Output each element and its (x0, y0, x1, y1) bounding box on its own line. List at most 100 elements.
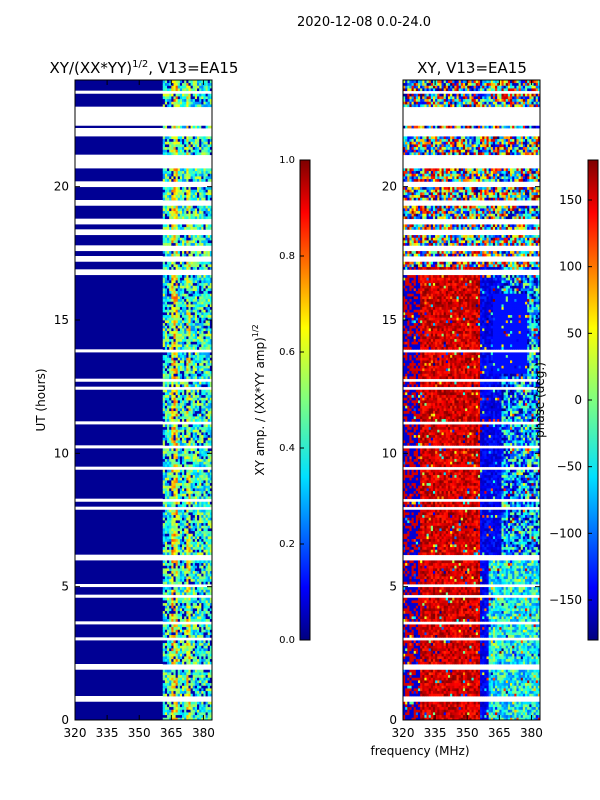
heatmap-cell (194, 365, 198, 369)
heatmap-cell (186, 197, 189, 201)
heatmap-cell (164, 461, 168, 465)
heatmap-cell (205, 189, 209, 193)
heatmap-cell (162, 138, 166, 142)
heatmap-cell (435, 714, 438, 718)
heatmap-cell (209, 301, 212, 305)
heatmap-cell (205, 578, 209, 582)
heatmap-cell (203, 573, 206, 577)
heatmap-cell (209, 400, 212, 404)
heatmap-cell (203, 216, 206, 220)
heatmap-cell (194, 680, 198, 684)
heatmap-cell (179, 261, 183, 265)
heatmap-cell (167, 309, 170, 313)
heatmap-cell (207, 674, 211, 678)
heatmap-cell (194, 328, 198, 332)
heatmap-cell (192, 592, 196, 596)
heatmap-cell (192, 408, 196, 412)
heatmap-cell (205, 360, 209, 364)
heatmap-cell (194, 434, 198, 438)
heatmap-cell (203, 189, 206, 193)
heatmap-cell (182, 538, 185, 542)
heatmap-cell (167, 602, 170, 606)
heatmap-cell (207, 317, 211, 321)
flagged-row (75, 445, 212, 449)
heatmap-cell (182, 266, 185, 270)
heatmap-cell (162, 141, 166, 145)
heatmap-cell (164, 701, 168, 705)
heatmap-cell (197, 690, 200, 694)
heatmap-cell (167, 144, 170, 148)
heatmap-cell (175, 144, 179, 148)
heatmap-cell (162, 429, 166, 433)
heatmap-cell (203, 197, 206, 201)
heatmap-cell (492, 712, 496, 716)
heatmap-cell (203, 610, 206, 614)
heatmap-cell (199, 325, 202, 329)
heatmap-cell (199, 672, 202, 676)
heatmap-cell (190, 242, 194, 246)
heatmap-cell (207, 224, 211, 228)
heatmap-cell (192, 104, 196, 108)
heatmap-cell (197, 629, 200, 633)
heatmap-cell (177, 98, 181, 102)
heatmap-cell (537, 709, 540, 713)
heatmap-cell (164, 290, 168, 294)
heatmap-cell (413, 714, 417, 718)
heatmap-cell (164, 464, 168, 468)
heatmap-cell (186, 266, 189, 270)
heatmap-cell (179, 384, 183, 388)
heatmap-cell (199, 194, 202, 198)
heatmap-cell (194, 168, 198, 172)
heatmap-cell (205, 288, 209, 292)
heatmap-cell (460, 706, 464, 710)
heatmap-cell (197, 610, 200, 614)
heatmap-cell (184, 344, 187, 348)
heatmap-cell (177, 597, 181, 601)
heatmap-cell (194, 429, 198, 433)
heatmap-cell (201, 242, 204, 246)
heatmap-cell (186, 104, 189, 108)
heatmap-cell (179, 618, 183, 622)
heatmap-cell (171, 613, 174, 617)
flagged-row (75, 466, 212, 470)
heatmap-cell (197, 402, 200, 406)
heatmap-cell (205, 453, 209, 457)
heatmap-cell (164, 309, 168, 313)
heatmap-cell (209, 458, 212, 462)
heatmap-cell (182, 226, 185, 230)
heatmap-cell (175, 450, 179, 454)
heatmap-cell (177, 288, 181, 292)
heatmap-cell (179, 146, 183, 150)
heatmap-cell (186, 88, 189, 92)
heatmap-cell (171, 253, 174, 257)
heatmap-cell (201, 320, 204, 324)
heatmap-cell (186, 618, 189, 622)
heatmap-cell (173, 298, 177, 302)
heatmap-cell (209, 352, 212, 356)
heatmap-cell (209, 661, 212, 665)
heatmap-cell (173, 138, 177, 142)
heatmap-cell (177, 525, 181, 529)
heatmap-cell (182, 192, 185, 196)
heatmap-cell (162, 658, 166, 662)
heatmap-cell (199, 448, 202, 452)
heatmap-cell (171, 101, 174, 105)
heatmap-cell (184, 586, 187, 590)
heatmap-cell (162, 173, 166, 177)
heatmap-cell (179, 469, 183, 473)
heatmap-cell (207, 426, 211, 430)
heatmap-cell (435, 712, 438, 716)
heatmap-cell (194, 717, 198, 720)
heatmap-cell (162, 712, 166, 716)
heatmap-cell (192, 368, 196, 372)
heatmap-cell (207, 509, 211, 513)
heatmap-cell (169, 514, 172, 518)
heatmap-cell (188, 618, 191, 622)
heatmap-cell (407, 717, 410, 720)
heatmap-cell (207, 669, 211, 673)
heatmap-cell (194, 616, 198, 620)
heatmap-cell (207, 320, 211, 324)
heatmap-cell (167, 448, 170, 452)
heatmap-cell (203, 210, 206, 214)
heatmap-cell (169, 685, 172, 689)
